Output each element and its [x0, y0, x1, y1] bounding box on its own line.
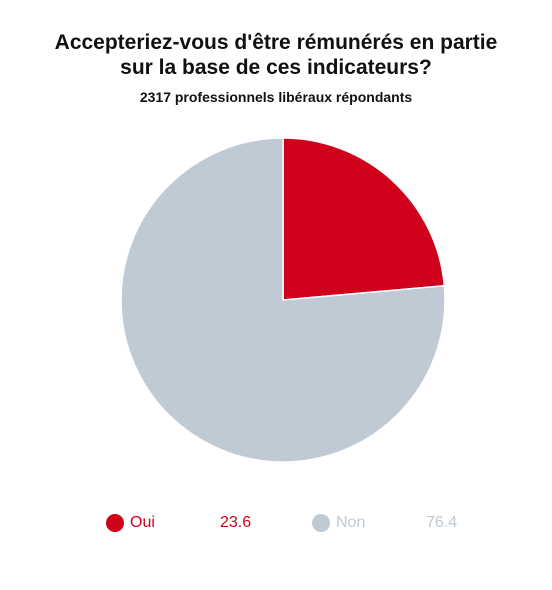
legend-label-non: Non — [336, 514, 366, 531]
chart-subtitle: 2317 professionnels libéraux répondants — [139, 89, 413, 105]
pie-chart — [120, 137, 446, 463]
pie-slice-non[interactable] — [120, 137, 446, 463]
chart-legend: Oui 23.6 Non 76.4 — [0, 511, 552, 535]
pie-slices — [120, 137, 446, 463]
legend-swatch-non — [312, 514, 330, 532]
legend-value-oui: 23.6 — [220, 514, 252, 531]
chart-title: Accepteriez-vous d'être rémunérés en par… — [0, 30, 552, 80]
legend-label-oui: Oui — [130, 514, 155, 531]
legend-item-oui[interactable]: Oui — [106, 511, 155, 535]
legend-swatch-oui — [106, 514, 124, 532]
chart-title-line-2: sur la base de ces indicateurs? — [120, 56, 432, 79]
chart-title-line-1: Accepteriez-vous d'être rémunérés en par… — [54, 31, 498, 54]
legend-item-non[interactable]: Non — [312, 511, 365, 535]
legend-value-non: 76.4 — [426, 514, 458, 531]
pie-slice-oui[interactable] — [282, 137, 446, 301]
